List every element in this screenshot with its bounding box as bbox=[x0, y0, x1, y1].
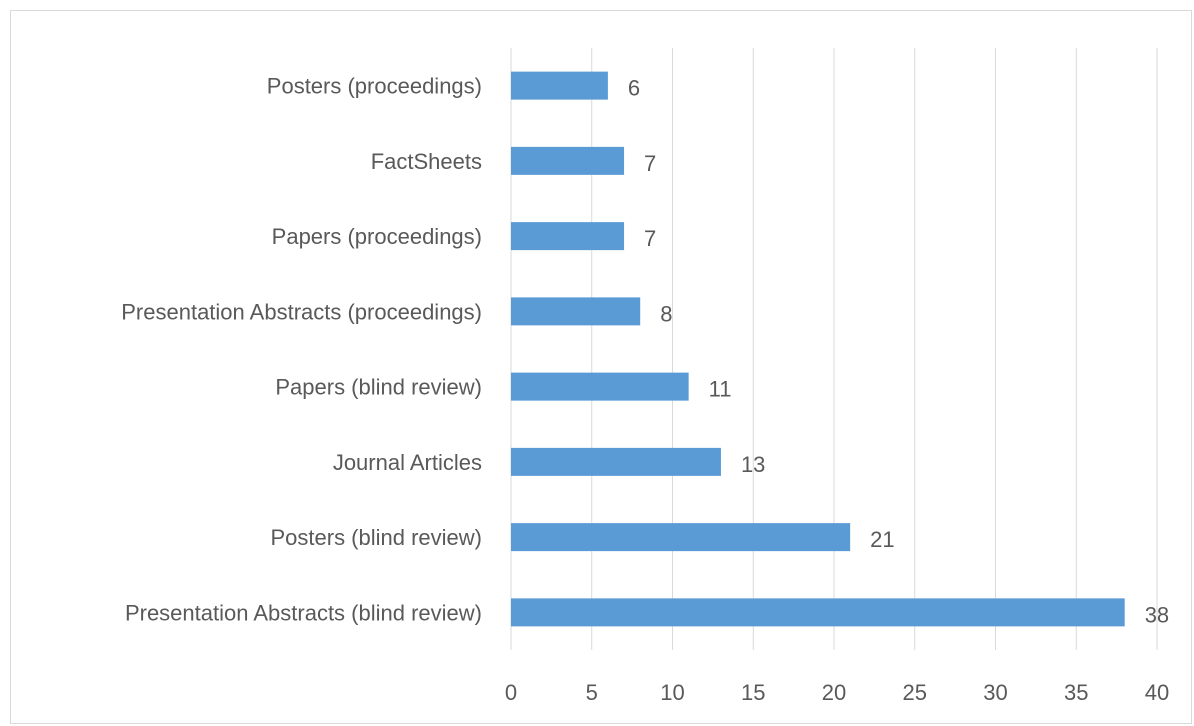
bar bbox=[511, 372, 689, 401]
x-tick-label: 30 bbox=[983, 680, 1007, 705]
gridlines bbox=[510, 48, 1158, 650]
data-label: 8 bbox=[660, 301, 672, 326]
x-tick-label: 25 bbox=[903, 680, 927, 705]
category-label: Papers (blind review) bbox=[275, 375, 482, 400]
bar bbox=[511, 71, 608, 100]
data-label: 6 bbox=[628, 76, 640, 101]
bar bbox=[511, 447, 721, 476]
data-label: 38 bbox=[1145, 602, 1169, 627]
category-label: Posters (proceedings) bbox=[267, 74, 482, 99]
x-tick-label: 20 bbox=[822, 680, 846, 705]
data-label: 7 bbox=[644, 226, 656, 251]
data-label: 11 bbox=[709, 377, 732, 402]
category-label: FactSheets bbox=[371, 149, 482, 174]
bar bbox=[511, 523, 851, 552]
bars bbox=[511, 71, 1125, 627]
bar bbox=[511, 297, 641, 326]
bar bbox=[511, 222, 625, 251]
x-axis-tick-labels: 0 5 10 15 20 25 30 35 40 bbox=[505, 680, 1169, 705]
data-label: 7 bbox=[644, 151, 656, 176]
category-label: Papers (proceedings) bbox=[272, 224, 482, 249]
x-tick-label: 10 bbox=[660, 680, 684, 705]
bar bbox=[511, 598, 1125, 627]
data-label: 21 bbox=[870, 527, 894, 552]
data-labels: 6 7 7 8 11 13 21 38 bbox=[628, 76, 1169, 628]
category-label: Journal Articles bbox=[333, 450, 482, 475]
category-label: Presentation Abstracts (blind review) bbox=[125, 600, 482, 625]
x-tick-label: 0 bbox=[505, 680, 517, 705]
bar bbox=[511, 146, 625, 175]
x-tick-label: 35 bbox=[1064, 680, 1088, 705]
category-label: Posters (blind review) bbox=[270, 525, 482, 550]
data-label: 13 bbox=[741, 452, 765, 477]
x-tick-label: 5 bbox=[586, 680, 598, 705]
x-tick-label: 40 bbox=[1145, 680, 1169, 705]
category-label: Presentation Abstracts (proceedings) bbox=[121, 299, 482, 324]
x-tick-label: 15 bbox=[741, 680, 765, 705]
category-labels: Posters (proceedings) FactSheets Papers (p… bbox=[121, 74, 482, 626]
